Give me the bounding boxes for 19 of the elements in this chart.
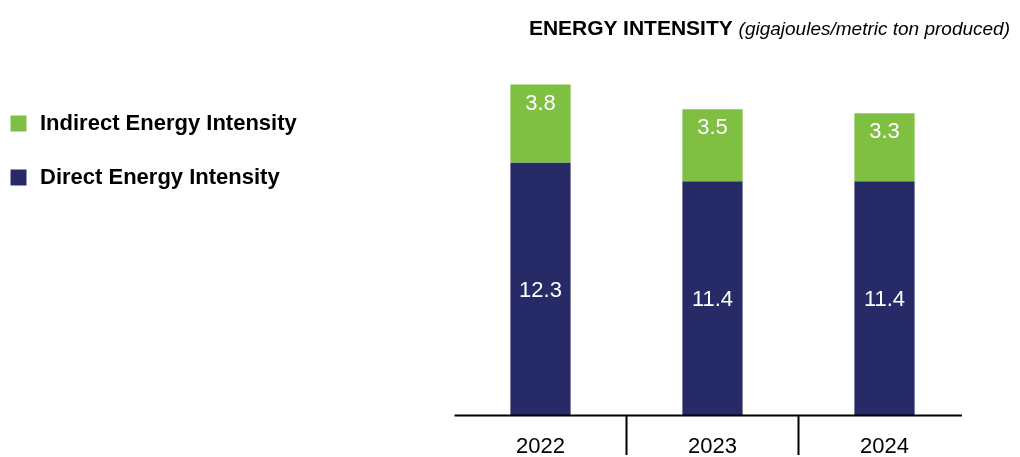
data-label: 11.4 <box>691 285 734 311</box>
data-label: 3.8 <box>525 89 556 115</box>
legend-label: Direct Energy Intensity <box>40 164 280 190</box>
chart-title: ENERGY INTENSITY <box>528 16 733 39</box>
bar <box>854 113 915 182</box>
data-label: 11.4 <box>863 285 906 311</box>
legend-label: Indirect Energy Intensity <box>40 110 297 136</box>
chart-subtitle: (gigajoules/metric ton produced) <box>738 18 1010 39</box>
bar <box>510 84 571 163</box>
x-tick-label: 2022 <box>516 432 565 457</box>
bar <box>682 109 743 182</box>
data-label: 3.3 <box>869 118 900 144</box>
bar <box>510 162 571 416</box>
x-tick-label: 2023 <box>688 432 737 457</box>
bar <box>682 181 743 416</box>
data-label: 3.5 <box>697 114 728 140</box>
x-tick-label: 2024 <box>860 432 909 457</box>
data-label: 12.3 <box>519 276 562 302</box>
bar <box>854 181 915 416</box>
